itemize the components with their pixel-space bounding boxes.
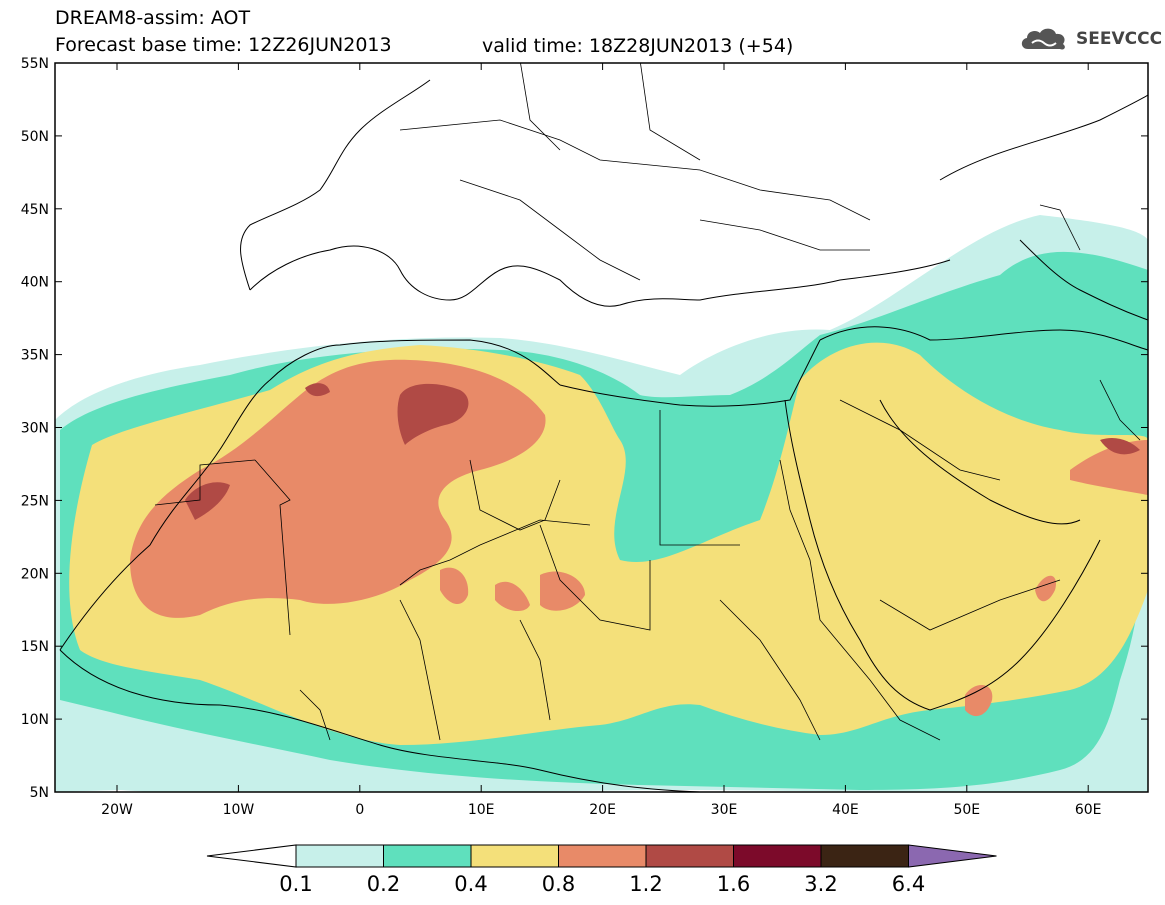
lon-label: 30E [711, 802, 738, 818]
lat-label: 35N [21, 348, 49, 364]
lat-label: 50N [21, 129, 49, 145]
lat-label: 10N [21, 712, 49, 728]
aot-field-1.2 [397, 383, 469, 445]
lon-label: 0 [355, 802, 364, 818]
colorbar-label: 1.6 [717, 872, 750, 896]
colorbar-segment [558, 844, 647, 868]
colorbar-segment [383, 844, 472, 868]
colorbar-segment [733, 844, 822, 868]
lon-label: 10E [468, 802, 495, 818]
colorbar-label: 3.2 [804, 872, 837, 896]
aot-field-1.2-c [305, 383, 330, 397]
forecast-base-time: Forecast base time: 12Z26JUN2013 [55, 34, 392, 56]
lon-label: 40E [832, 802, 859, 818]
colorbar-segment [645, 844, 734, 868]
lat-label: 40N [21, 275, 49, 291]
aot-field-0.8-b [495, 581, 530, 612]
country-borders [154, 63, 1141, 741]
lon-label: 10W [223, 802, 255, 818]
colorbar-label: 1.2 [629, 872, 662, 896]
lat-label: 20N [21, 566, 49, 582]
colorbar-label: 0.1 [279, 872, 312, 896]
aot-field-1.2-d [1100, 438, 1140, 455]
lon-label: 50E [953, 802, 980, 818]
colorbar-segment [295, 844, 384, 868]
colorbar-label: 0.2 [367, 872, 400, 896]
lat-label: 45N [21, 202, 49, 218]
aot-colorbar: 0.1 0.2 0.4 0.8 1.2 1.6 3.2 6.4 [206, 844, 997, 896]
lat-label: 25N [21, 493, 49, 509]
colorbar-label: 0.8 [542, 872, 575, 896]
aot-field-0.8-f [1035, 575, 1056, 602]
aot-field-0.8-c [540, 571, 585, 611]
valid-time: valid time: 18Z28JUN2013 (+54) [482, 35, 794, 57]
longitude-axis: 20W 10W 0 10E 20E 30E 40E 50E 60E [101, 63, 1102, 818]
lat-label: 55N [21, 56, 49, 72]
coastlines [59, 79, 1148, 792]
lon-label: 20E [589, 802, 616, 818]
aot-field-0.8-g [965, 684, 993, 717]
latitude-axis: 55N 50N 45N 40N 35N 30N 25N 20N 15N 10N 5N [21, 56, 1148, 801]
lon-label: 60E [1075, 802, 1102, 818]
lon-label: 20W [101, 802, 133, 818]
lat-label: 15N [21, 639, 49, 655]
lat-label: 5N [30, 785, 49, 801]
lat-label: 30N [21, 421, 49, 437]
aot-field-0.8-d [440, 567, 469, 605]
colorbar-segment [470, 844, 559, 868]
seevccc-logo: SEEVCCC [1018, 24, 1162, 54]
colorbar-max-arrow [908, 844, 997, 868]
colorbar-label: 0.4 [454, 872, 487, 896]
colorbar-segment [820, 844, 909, 868]
aot-field-1.2-b [185, 482, 230, 520]
cloud-icon [1021, 28, 1065, 50]
colorbar-label: 6.4 [892, 872, 925, 896]
map-title: DREAM8-assim: AOT [55, 7, 251, 29]
logo-text: SEEVCCC [1076, 29, 1163, 49]
colorbar-min-arrow [206, 844, 297, 868]
